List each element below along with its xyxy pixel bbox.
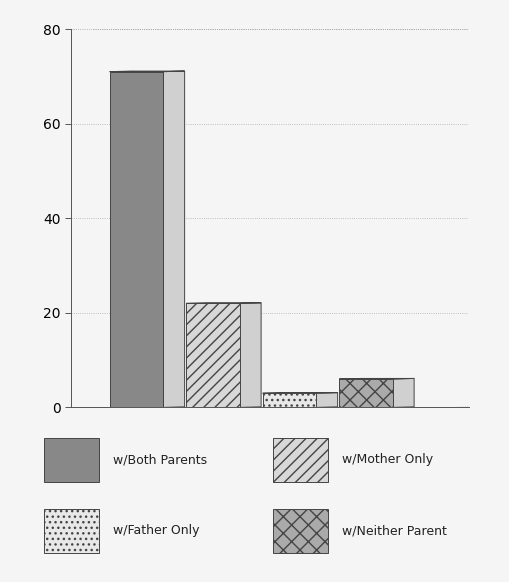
Text: w/Father Only: w/Father Only: [112, 524, 199, 537]
Polygon shape: [239, 303, 261, 407]
Text: w/Mother Only: w/Mother Only: [342, 453, 433, 466]
Bar: [338, 379, 392, 407]
Polygon shape: [392, 378, 413, 407]
Bar: [273, 438, 328, 482]
Bar: [186, 303, 239, 407]
Bar: [262, 393, 316, 407]
Polygon shape: [338, 378, 413, 379]
Bar: [44, 438, 99, 482]
Polygon shape: [109, 71, 184, 72]
Bar: [273, 509, 328, 553]
Bar: [109, 72, 163, 407]
Polygon shape: [163, 71, 184, 407]
Text: w/Neither Parent: w/Neither Parent: [342, 524, 446, 537]
Bar: [44, 509, 99, 553]
Polygon shape: [316, 393, 337, 407]
Text: w/Both Parents: w/Both Parents: [112, 453, 207, 466]
